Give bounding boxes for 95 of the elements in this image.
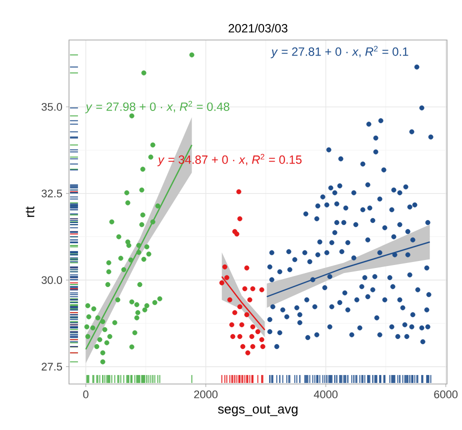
point (109, 219, 114, 224)
point (155, 203, 160, 208)
point (135, 310, 140, 316)
point (134, 302, 140, 308)
point (126, 242, 132, 248)
point (244, 265, 250, 270)
point (237, 304, 242, 310)
point (136, 250, 142, 255)
point (125, 200, 130, 206)
point (121, 267, 126, 272)
point (249, 334, 254, 340)
point (259, 337, 264, 342)
point (136, 242, 142, 248)
point (232, 310, 238, 316)
point (124, 190, 130, 196)
point (240, 344, 246, 350)
point (144, 303, 150, 308)
point (244, 312, 250, 318)
y-axis-title: rtt (26, 206, 34, 217)
point (239, 322, 244, 328)
y-tick-label: 35.0 (42, 102, 62, 111)
point (134, 315, 140, 320)
point (95, 315, 100, 320)
point (128, 257, 134, 262)
point (146, 252, 152, 257)
point (105, 282, 110, 288)
x-tick-label: 2000 (194, 390, 218, 398)
point (142, 307, 148, 312)
point (106, 269, 112, 274)
point (100, 319, 106, 324)
point (90, 325, 96, 330)
point (129, 344, 134, 350)
point (132, 330, 138, 336)
x-tick-label: 0 (83, 390, 88, 398)
point (137, 282, 142, 288)
point (129, 299, 134, 304)
point (189, 52, 194, 58)
point (144, 244, 150, 250)
point (104, 340, 110, 346)
point (250, 344, 256, 350)
point (148, 154, 154, 160)
point (250, 324, 256, 330)
point (115, 297, 120, 302)
point (224, 275, 230, 280)
point (237, 334, 242, 340)
point (250, 286, 256, 292)
point (219, 280, 224, 286)
point (230, 334, 236, 340)
point (255, 329, 260, 334)
point (152, 300, 158, 306)
point (237, 216, 242, 222)
x-tick-label: 4000 (314, 390, 338, 398)
point (100, 359, 106, 364)
point (236, 189, 242, 194)
point (229, 322, 234, 328)
point (141, 70, 146, 76)
point (91, 306, 96, 312)
point (84, 324, 90, 330)
point (259, 287, 264, 292)
point (139, 222, 144, 228)
point (102, 327, 108, 332)
point (260, 344, 266, 350)
point (157, 296, 162, 302)
point (227, 297, 232, 302)
point (106, 260, 112, 266)
y-tick-label: 30.0 (42, 276, 62, 284)
y-tick-label: 27.5 (42, 362, 62, 371)
point (85, 334, 90, 340)
y-tick-label: 32.5 (42, 190, 62, 198)
point (112, 320, 118, 326)
point (222, 264, 228, 270)
point (85, 303, 90, 308)
annotation: y = 27.81 + 0 · x, R$^{2}$ = 0.1 (270, 46, 408, 58)
point (247, 297, 252, 302)
point (94, 344, 100, 350)
point (107, 334, 112, 340)
point (100, 350, 106, 356)
point (129, 113, 134, 118)
point (140, 212, 146, 218)
point (242, 286, 248, 292)
point (139, 188, 144, 192)
annotation: y = 27.98 + 0 · x, R$^{2}$ = 0.48 (85, 100, 230, 114)
point (97, 337, 102, 342)
point (116, 234, 122, 240)
point (245, 350, 250, 356)
point (140, 166, 146, 172)
x-tick-label: 6000 (434, 390, 458, 398)
point (234, 232, 240, 236)
point (150, 142, 156, 148)
x-axis-title: segs_out_avg (218, 405, 298, 416)
point (150, 219, 156, 224)
point (118, 256, 124, 261)
point (141, 256, 146, 262)
point (86, 314, 92, 320)
chart-title: 2021/03/03 (228, 24, 288, 32)
